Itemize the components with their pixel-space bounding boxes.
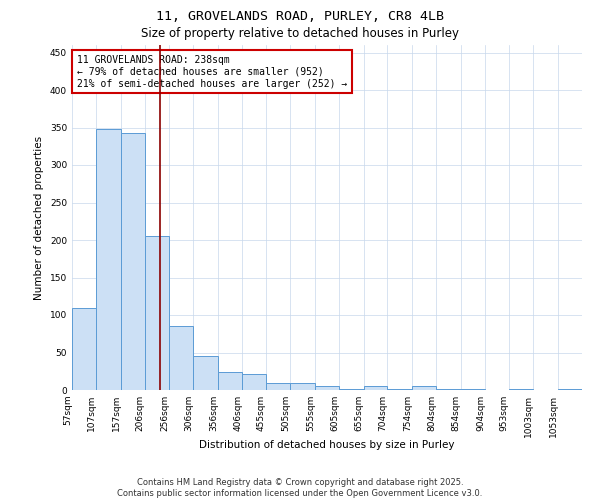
Bar — [436, 388, 461, 390]
Bar — [72, 308, 97, 390]
Y-axis label: Number of detached properties: Number of detached properties — [34, 136, 44, 300]
Bar — [461, 389, 485, 390]
Bar — [509, 389, 533, 390]
Bar — [315, 386, 339, 390]
Text: Contains HM Land Registry data © Crown copyright and database right 2025.
Contai: Contains HM Land Registry data © Crown c… — [118, 478, 482, 498]
Bar — [364, 386, 388, 390]
Bar — [97, 129, 121, 390]
Bar — [339, 388, 364, 390]
Text: 11, GROVELANDS ROAD, PURLEY, CR8 4LB: 11, GROVELANDS ROAD, PURLEY, CR8 4LB — [156, 10, 444, 23]
Text: 11 GROVELANDS ROAD: 238sqm
← 79% of detached houses are smaller (952)
21% of sem: 11 GROVELANDS ROAD: 238sqm ← 79% of deta… — [77, 56, 347, 88]
Bar — [121, 132, 145, 390]
Bar — [218, 372, 242, 390]
Bar — [145, 236, 169, 390]
Bar — [169, 326, 193, 390]
Bar — [193, 356, 218, 390]
Bar — [242, 374, 266, 390]
Bar — [412, 386, 436, 390]
Bar — [266, 382, 290, 390]
Text: Size of property relative to detached houses in Purley: Size of property relative to detached ho… — [141, 28, 459, 40]
X-axis label: Distribution of detached houses by size in Purley: Distribution of detached houses by size … — [199, 440, 455, 450]
Bar — [290, 383, 315, 390]
Bar — [557, 389, 582, 390]
Bar — [388, 388, 412, 390]
